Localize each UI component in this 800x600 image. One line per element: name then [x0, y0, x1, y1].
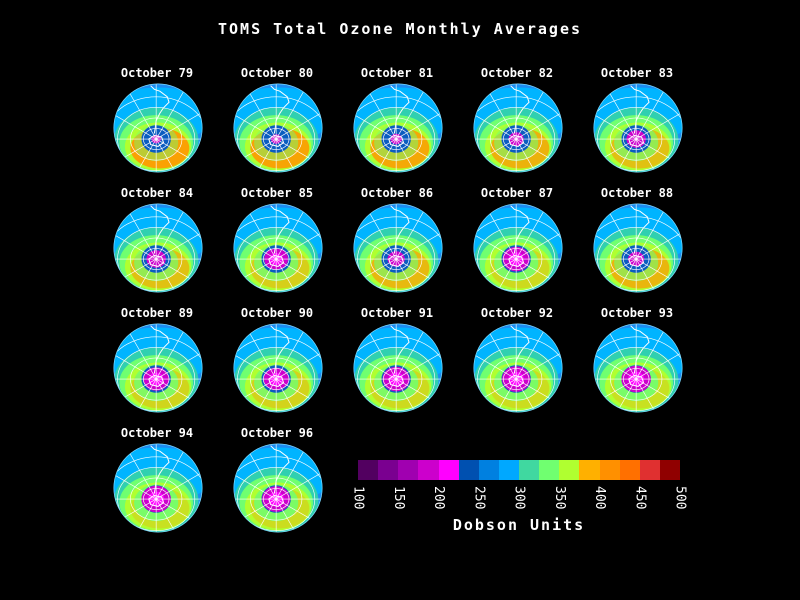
legend-tick-label: 450	[632, 486, 648, 510]
ozone-globe	[473, 203, 563, 293]
panel-label: October 96	[240, 426, 314, 440]
legend-tick-label: 100	[350, 486, 366, 510]
legend-swatch	[619, 460, 640, 480]
globe-panel: October 90	[222, 306, 332, 416]
globe-panel: October 91	[342, 306, 452, 416]
globe-panel: October 96	[222, 426, 332, 536]
globe-panel: October 83	[582, 66, 692, 176]
panel-label: October 82	[480, 66, 554, 80]
panel-label: October 91	[360, 306, 434, 320]
legend-swatch	[358, 460, 379, 480]
panel-label: October 88	[600, 186, 674, 200]
color-scale-ticks: 100 150 200 250 300 350 400 450 500	[351, 480, 688, 522]
legend-tick-label: 200	[431, 486, 446, 510]
legend-swatch	[458, 460, 479, 480]
globe-panel: October 94	[102, 426, 212, 536]
panel-label: October 80	[240, 66, 314, 80]
ozone-globe	[473, 83, 563, 173]
color-scale-bar	[358, 460, 680, 480]
globe-panel: October 82	[462, 66, 572, 176]
units-label: Dobson Units	[452, 516, 586, 534]
panel-label: October 89	[120, 306, 194, 320]
legend-swatch	[639, 460, 660, 480]
panel-label: October 79	[120, 66, 194, 80]
legend-swatch	[478, 460, 499, 480]
globe-panel: October 84	[102, 186, 212, 296]
ozone-globe	[233, 203, 323, 293]
legend-swatch	[599, 460, 620, 480]
globe-panel: October 87	[462, 186, 572, 296]
panel-label: October 86	[360, 186, 434, 200]
legend-swatch	[539, 460, 560, 480]
legend-tick-label: 400	[592, 486, 607, 510]
legend-swatch	[398, 460, 419, 480]
ozone-globe	[353, 203, 443, 293]
legend-tick-label: 300	[511, 486, 527, 510]
globe-panel: October 81	[342, 66, 452, 176]
legend-swatch	[559, 460, 580, 480]
panel-label: October 81	[360, 66, 434, 80]
legend-swatch	[378, 460, 399, 480]
legend-swatch	[579, 460, 600, 480]
panel-label: October 90	[240, 306, 314, 320]
panel-label: October 93	[600, 306, 674, 320]
legend-swatch	[438, 460, 459, 480]
globe-panel: October 80	[222, 66, 332, 176]
legend-swatch	[519, 460, 540, 480]
ozone-globe	[473, 323, 563, 413]
legend-swatch	[418, 460, 439, 480]
panel-label: October 94	[120, 426, 194, 440]
ozone-globe	[233, 443, 323, 533]
globe-panel: October 85	[222, 186, 332, 296]
ozone-globe	[113, 443, 203, 533]
panel-label: October 92	[480, 306, 554, 320]
legend-swatch	[659, 460, 680, 480]
figure-title: TOMS Total Ozone Monthly Averages	[217, 20, 582, 38]
panel-label: October 85	[240, 186, 314, 200]
globe-panel: October 93	[582, 306, 692, 416]
legend-tick-label: 150	[390, 486, 406, 510]
ozone-globe	[353, 83, 443, 173]
color-legend: 100 150 200 250 300 350 400 450 500 Dobson Units	[351, 460, 688, 550]
globe-panel: October 89	[102, 306, 212, 416]
ozone-globe	[113, 83, 203, 173]
ozone-globe	[233, 323, 323, 413]
globe-panel: October 92	[462, 306, 572, 416]
legend-tick-label: 350	[551, 486, 567, 510]
globe-panel: October 79	[102, 66, 212, 176]
ozone-globe	[233, 83, 323, 173]
ozone-globe	[353, 323, 443, 413]
legend-tick-label: 250	[471, 486, 487, 510]
legend-swatch	[498, 460, 519, 480]
ozone-globe	[113, 203, 203, 293]
panel-label: October 83	[600, 66, 674, 80]
ozone-globe	[113, 323, 203, 413]
panel-label: October 87	[480, 186, 554, 200]
panel-label: October 84	[120, 186, 194, 200]
ozone-globe	[593, 323, 683, 413]
globe-panel: October 88	[582, 186, 692, 296]
ozone-globe	[593, 83, 683, 173]
legend-tick-label: 500	[672, 486, 688, 510]
globe-panel: October 86	[342, 186, 452, 296]
ozone-globe	[593, 203, 683, 293]
